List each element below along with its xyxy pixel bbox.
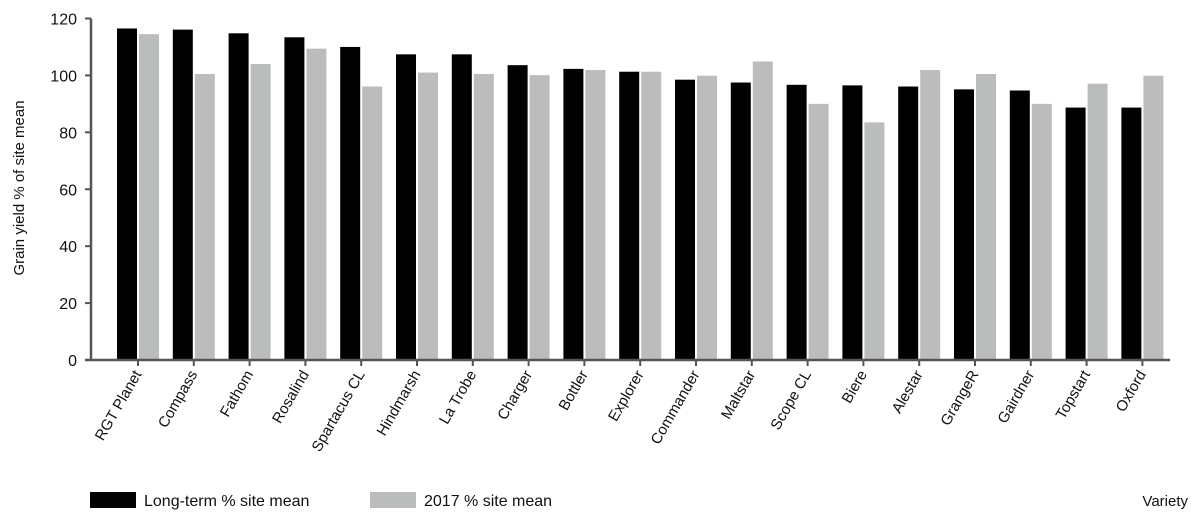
- bar-long-term: [228, 33, 249, 360]
- x-tick-label: Topstart: [1053, 367, 1095, 422]
- y-tick-label: 20: [59, 296, 77, 313]
- x-tick-label: Charger: [494, 368, 536, 423]
- bar-long-term: [786, 84, 807, 360]
- bar-long-term: [898, 86, 919, 361]
- bar-2017: [194, 73, 215, 361]
- x-tick-label: Spartacus CL: [308, 368, 368, 455]
- legend: Long-term % site mean 2017 % site mean: [90, 492, 552, 510]
- bar-long-term: [172, 29, 193, 360]
- y-tick-label: 100: [50, 68, 77, 85]
- x-tick-label: RGT Planet: [92, 367, 146, 444]
- bar-long-term: [730, 82, 751, 360]
- legend-swatch-2017: [370, 492, 416, 508]
- legend-swatch-long-term: [90, 492, 136, 508]
- x-tick-label: La Trobe: [436, 368, 480, 428]
- bar-2017: [418, 72, 438, 360]
- bar-2017: [1087, 83, 1108, 360]
- bar-2017: [641, 71, 662, 360]
- bar-2017: [864, 122, 885, 360]
- bar-long-term: [1065, 107, 1086, 360]
- bar-2017: [250, 64, 271, 361]
- bar-2017: [139, 34, 159, 360]
- bar-long-term: [340, 46, 361, 360]
- y-tick-label: 60: [59, 182, 77, 199]
- x-tick-label: Oxford: [1113, 368, 1150, 415]
- bar-2017: [808, 103, 829, 360]
- x-tick-label: Biere: [839, 368, 871, 407]
- x-tick-label: Maltstar: [718, 367, 759, 422]
- bar-long-term: [954, 89, 974, 360]
- bar-long-term: [842, 85, 863, 361]
- x-tick-label: Bottler: [555, 368, 591, 414]
- x-tick-label: Fathom: [217, 368, 257, 421]
- bar-long-term: [675, 79, 695, 360]
- bar-long-term: [117, 28, 137, 360]
- x-tick-label: Rosalind: [269, 368, 313, 427]
- x-tick-label: Explorer: [605, 368, 648, 425]
- legend-label-long-term: Long-term % site mean: [144, 493, 309, 510]
- x-tick-label: Scope CL: [767, 368, 815, 434]
- x-tick-label: Commander: [647, 367, 703, 447]
- bar-2017: [976, 73, 996, 361]
- bar-2017: [920, 70, 941, 360]
- bar-2017: [362, 86, 383, 361]
- bar-2017: [585, 70, 606, 360]
- bar-long-term: [619, 71, 640, 360]
- bar-2017: [306, 48, 327, 360]
- bar-long-term: [563, 68, 584, 360]
- bar-long-term: [1009, 90, 1030, 361]
- bar-long-term: [396, 54, 416, 361]
- x-tick-label: Hindmarsh: [373, 368, 424, 439]
- x-tick-label: Compass: [155, 368, 201, 431]
- bar-long-term: [507, 65, 528, 361]
- x-tick-label: Alestar: [889, 367, 927, 416]
- bar-2017: [473, 73, 494, 361]
- y-axis-label: Grain yield % of site mean: [11, 100, 28, 275]
- bar-long-term: [284, 37, 305, 360]
- x-tick-label: Gairdner: [994, 367, 1038, 426]
- y-tick-label: 0: [68, 353, 77, 370]
- bar-2017: [697, 75, 717, 361]
- bar-2017: [1031, 103, 1052, 360]
- bar-2017: [752, 61, 773, 361]
- x-tick-label: GrangeR: [937, 367, 982, 428]
- bar-2017: [1143, 75, 1164, 361]
- legend-label-2017: 2017 % site mean: [424, 493, 552, 510]
- y-tick-label: 120: [50, 12, 77, 29]
- y-tick-label: 40: [59, 239, 77, 256]
- y-tick-label: 80: [59, 125, 77, 142]
- x-axis-label: Variety: [1142, 493, 1188, 510]
- bar-2017: [529, 75, 550, 360]
- bar-long-term: [1121, 107, 1142, 360]
- bar-long-term: [451, 54, 472, 361]
